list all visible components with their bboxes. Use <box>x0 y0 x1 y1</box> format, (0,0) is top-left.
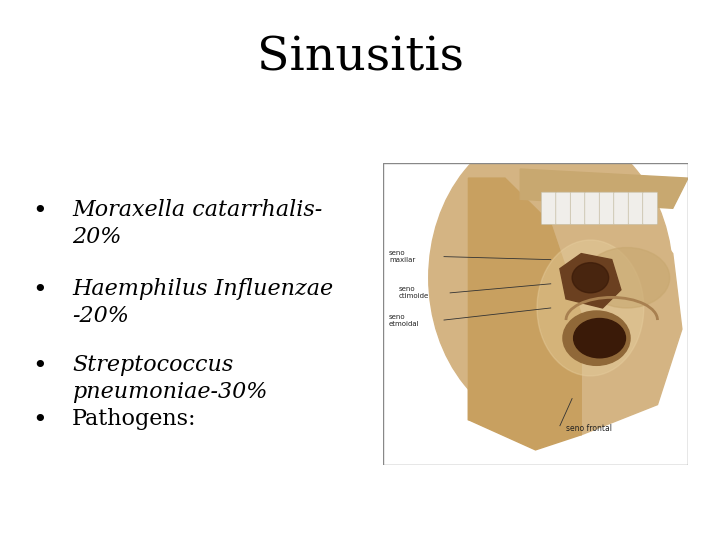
Ellipse shape <box>537 240 644 376</box>
FancyBboxPatch shape <box>570 192 585 225</box>
Text: seno
etmoidal: seno etmoidal <box>389 314 420 327</box>
Text: Moraxella catarrhalis-
20%: Moraxella catarrhalis- 20% <box>72 199 323 248</box>
Polygon shape <box>469 178 682 435</box>
FancyBboxPatch shape <box>613 192 629 225</box>
FancyBboxPatch shape <box>643 192 657 225</box>
FancyBboxPatch shape <box>585 192 600 225</box>
FancyBboxPatch shape <box>599 192 614 225</box>
Ellipse shape <box>585 247 670 308</box>
Text: seno
maxilar: seno maxilar <box>389 250 415 263</box>
Text: seno frontal: seno frontal <box>566 424 612 433</box>
Ellipse shape <box>572 262 608 293</box>
FancyBboxPatch shape <box>629 192 643 225</box>
Text: seno
ctimoide: seno ctimoide <box>398 286 428 299</box>
FancyBboxPatch shape <box>556 192 570 225</box>
Ellipse shape <box>428 127 672 429</box>
Text: Haemphilus Influenzae
-20%: Haemphilus Influenzae -20% <box>72 278 333 327</box>
Ellipse shape <box>563 311 630 366</box>
Polygon shape <box>521 169 688 208</box>
FancyBboxPatch shape <box>541 192 556 225</box>
Ellipse shape <box>574 319 626 358</box>
Text: •: • <box>32 199 47 222</box>
Text: •: • <box>32 408 47 431</box>
Text: •: • <box>32 278 47 302</box>
Text: Sinusitis: Sinusitis <box>256 35 464 80</box>
Text: Streptococcus
pneumoniae-30%: Streptococcus pneumoniae-30% <box>72 354 267 403</box>
Polygon shape <box>469 178 581 450</box>
Text: Pathogens:: Pathogens: <box>72 408 197 430</box>
Text: •: • <box>32 354 47 377</box>
Polygon shape <box>560 254 621 308</box>
Ellipse shape <box>476 224 644 374</box>
